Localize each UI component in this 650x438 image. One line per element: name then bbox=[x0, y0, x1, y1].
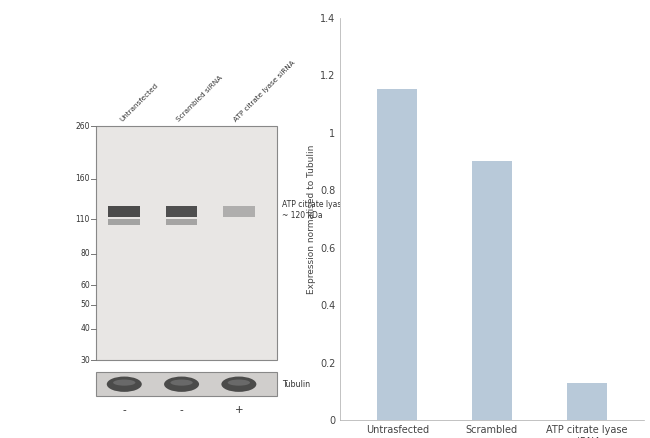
Bar bbox=[166, 219, 198, 225]
Ellipse shape bbox=[170, 380, 192, 386]
Text: 30: 30 bbox=[80, 356, 90, 364]
Text: ATP citrate lyase siRNA: ATP citrate lyase siRNA bbox=[233, 60, 296, 123]
Bar bbox=[109, 206, 140, 217]
Bar bbox=[96, 126, 277, 360]
Text: 80: 80 bbox=[80, 249, 90, 258]
Text: Untransfected: Untransfected bbox=[118, 83, 159, 123]
Text: 40: 40 bbox=[80, 325, 90, 333]
Y-axis label: Expression normalised to Tubulin: Expression normalised to Tubulin bbox=[307, 144, 316, 294]
Text: -: - bbox=[179, 406, 183, 415]
Text: Scrambled siRNA: Scrambled siRNA bbox=[176, 75, 224, 123]
Text: ATP citrate lyase
~ 120 kDa: ATP citrate lyase ~ 120 kDa bbox=[282, 200, 346, 220]
Bar bbox=[96, 372, 277, 396]
Ellipse shape bbox=[164, 377, 199, 392]
Text: 60: 60 bbox=[80, 280, 90, 290]
Text: 110: 110 bbox=[75, 215, 90, 224]
Text: Tubulin: Tubulin bbox=[282, 380, 310, 389]
Bar bbox=[109, 219, 140, 225]
Ellipse shape bbox=[107, 377, 142, 392]
Ellipse shape bbox=[222, 377, 256, 392]
Text: 260: 260 bbox=[75, 122, 90, 131]
Bar bbox=[567, 383, 606, 420]
Bar bbox=[223, 206, 255, 217]
Bar bbox=[472, 162, 512, 420]
Ellipse shape bbox=[113, 380, 135, 386]
Bar bbox=[377, 89, 417, 420]
Text: -: - bbox=[122, 406, 126, 415]
Text: +: + bbox=[235, 406, 243, 415]
Bar bbox=[166, 206, 198, 217]
Text: 50: 50 bbox=[80, 300, 90, 309]
Ellipse shape bbox=[227, 380, 250, 386]
Text: 160: 160 bbox=[75, 174, 90, 184]
